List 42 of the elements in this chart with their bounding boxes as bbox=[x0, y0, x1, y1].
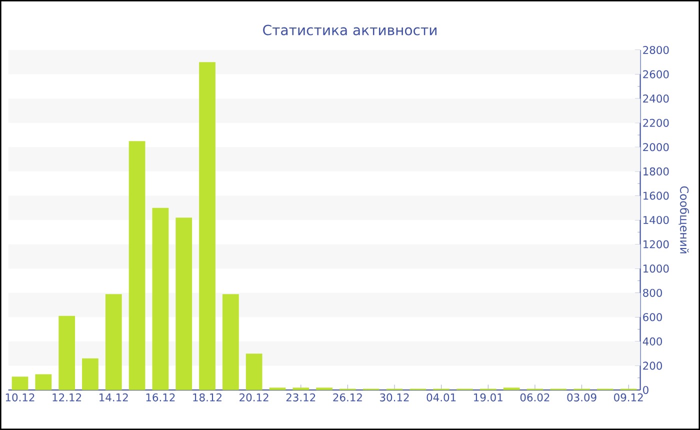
y-tick-label: 1200 bbox=[644, 240, 669, 248]
y-tick-label: 2400 bbox=[643, 94, 669, 103]
x-tick-label: 20.12 bbox=[240, 393, 268, 402]
x-tick-label: 03.09 bbox=[567, 393, 596, 402]
y-tick-label: 1800 bbox=[644, 167, 669, 176]
x-tick-label: 23.12 bbox=[286, 393, 316, 402]
x-tick-label: 09.12 bbox=[614, 393, 643, 402]
bar bbox=[176, 218, 192, 390]
x-tick-label: 26.12 bbox=[333, 393, 362, 402]
y-tick-label: 0 bbox=[643, 386, 648, 394]
y-tick-label: 2800 bbox=[643, 46, 669, 54]
y-tick-label: 2200 bbox=[643, 118, 669, 127]
x-tick-label: 19.01 bbox=[474, 393, 502, 402]
y-tick-label: 1000 bbox=[644, 264, 669, 273]
chart-title: Статистика активности bbox=[263, 24, 436, 36]
x-tick-label: 18.12 bbox=[193, 393, 222, 402]
x-tick-label: 16.12 bbox=[146, 393, 175, 402]
y-axis-title: Сообщений bbox=[678, 186, 690, 254]
bar bbox=[246, 354, 262, 390]
x-tick-label: 30.12 bbox=[380, 393, 409, 402]
bar bbox=[35, 374, 52, 390]
bar bbox=[12, 376, 28, 390]
x-tick-label: 06.02 bbox=[520, 393, 550, 402]
x-tick-label: 14.12 bbox=[100, 393, 128, 402]
bar bbox=[105, 294, 122, 390]
y-tick-label: 1400 bbox=[644, 216, 669, 224]
bar bbox=[199, 62, 216, 390]
bar bbox=[58, 316, 76, 390]
x-tick-label: 04.01 bbox=[426, 393, 456, 402]
y-tick-label: 1600 bbox=[644, 192, 669, 200]
x-tick-label: 12.12 bbox=[52, 393, 82, 402]
bar bbox=[82, 358, 98, 390]
bar bbox=[222, 294, 239, 390]
x-tick-label: 10.12 bbox=[6, 393, 34, 402]
y-tick-label: 2000 bbox=[643, 143, 669, 152]
y-tick-label: 600 bbox=[643, 313, 662, 322]
y-tick-label: 400 bbox=[642, 337, 662, 346]
y-tick-label: 2600 bbox=[643, 70, 669, 78]
bar bbox=[128, 141, 146, 390]
y-tick-label: 200 bbox=[643, 362, 662, 370]
bar bbox=[152, 208, 169, 390]
y-tick-label: 800 bbox=[643, 288, 662, 297]
